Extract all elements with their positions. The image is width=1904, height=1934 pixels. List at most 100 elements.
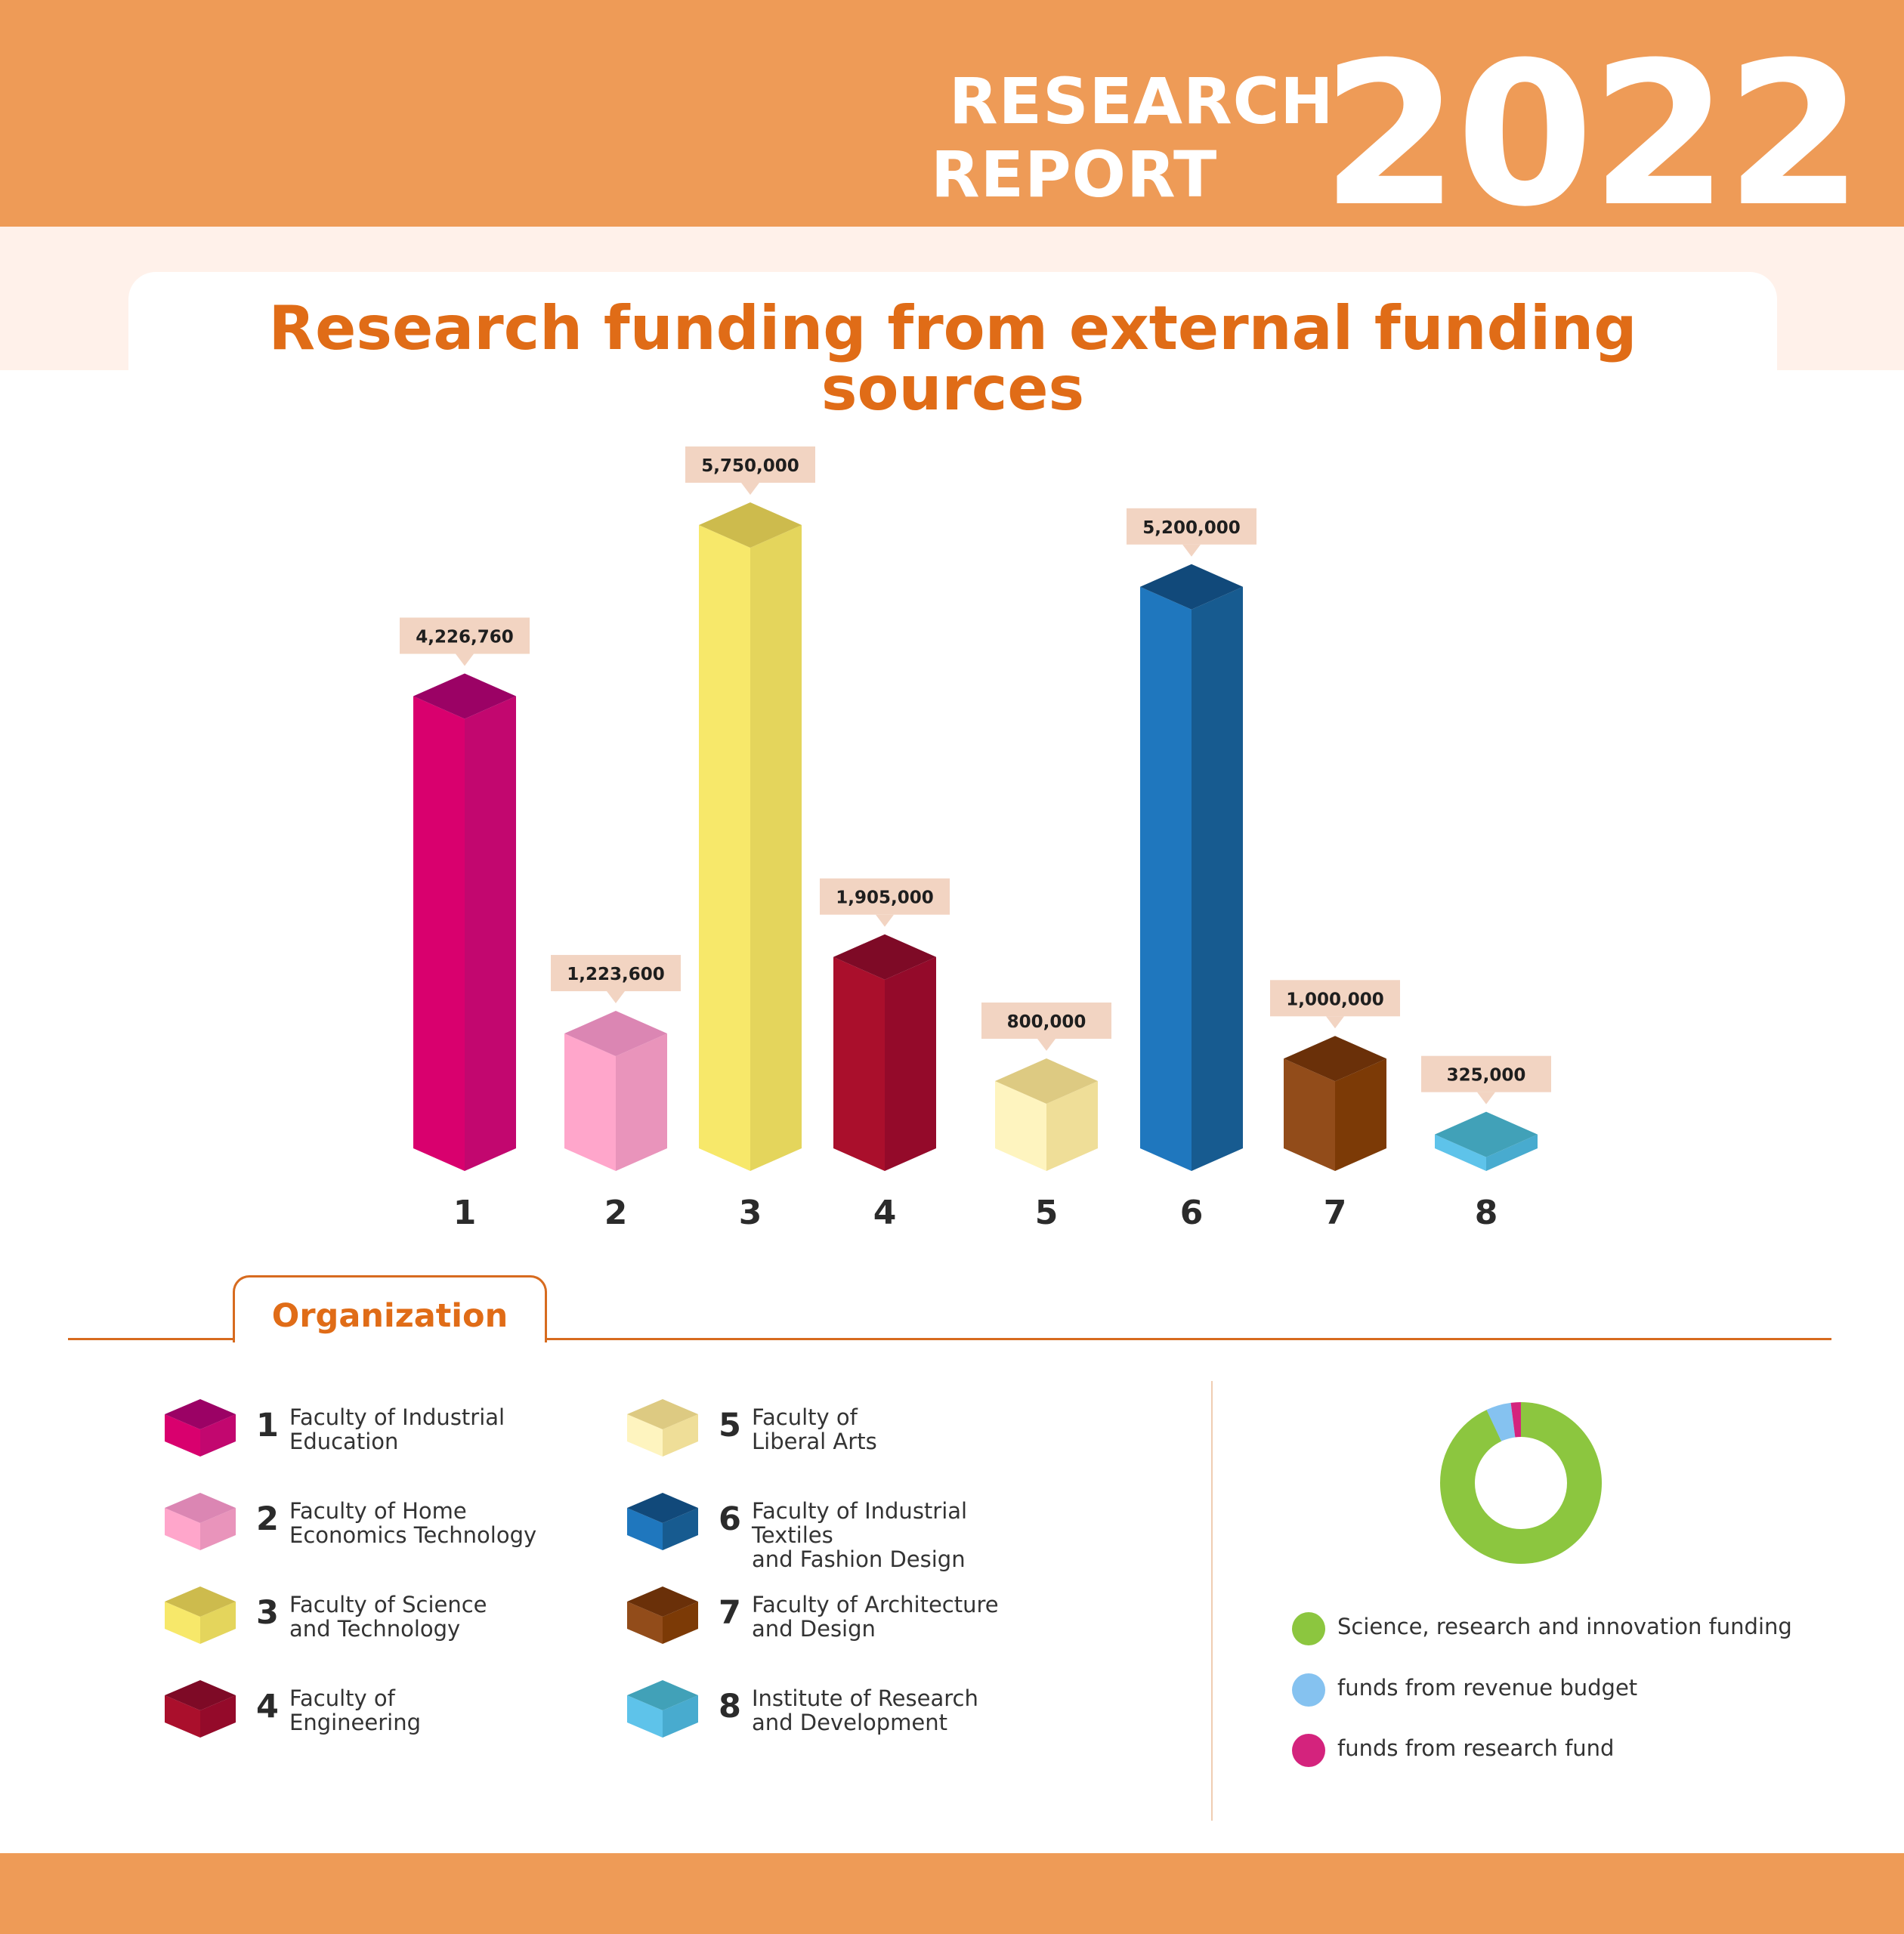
donut-legend-item: funds from research fund: [1292, 1733, 1821, 1768]
legend-number: 7: [719, 1594, 741, 1632]
value-callout-pointer: [741, 483, 759, 495]
legend-dot-icon: [1292, 1673, 1325, 1707]
legend-item-2: 2 Faculty of Home Economics Technology: [162, 1491, 586, 1559]
value-callout-pointer: [1326, 1016, 1344, 1029]
x-tick-label: 3: [739, 1194, 762, 1232]
cube-top: [165, 1399, 236, 1429]
cube-top: [627, 1680, 698, 1710]
cube-front: [165, 1695, 200, 1738]
organization-divider: [68, 1338, 1831, 1340]
donut-chart: [1440, 1402, 1602, 1564]
legend-number: 4: [256, 1688, 279, 1725]
bar-top-face: [995, 1058, 1098, 1104]
bar-2: [564, 1011, 667, 1171]
legend-label: Faculty of Industrial Textiles and Fashi…: [752, 1498, 968, 1572]
donut-slice: [1440, 1402, 1602, 1564]
footer-band: [0, 1853, 1904, 1934]
x-tick-label: 1: [453, 1194, 477, 1232]
cube-side: [200, 1414, 236, 1457]
value-callout-pointer: [456, 653, 474, 666]
bar-side-face: [1486, 1134, 1538, 1171]
legend-item-8: 8 Institute of Research and Development: [625, 1679, 1048, 1747]
bar-front-face: [1435, 1134, 1486, 1171]
cube-front: [627, 1602, 663, 1644]
legend-label: Faculty of Engineering: [289, 1685, 421, 1735]
bar-7: [1284, 1036, 1386, 1171]
bar-top-face: [1140, 564, 1243, 610]
bar-top-face: [1435, 1111, 1538, 1157]
legend-label: Faculty of Science and Technology: [289, 1592, 487, 1642]
value-callout: [1421, 1055, 1551, 1092]
cube-side: [200, 1695, 236, 1738]
legend-item-3: 3 Faculty of Science and Technology: [162, 1585, 586, 1653]
x-tick-label: 2: [604, 1194, 628, 1232]
bar-front-face: [564, 1033, 616, 1171]
value-callout-pointer: [607, 991, 625, 1004]
legend-dot-icon: [1292, 1612, 1325, 1645]
bar-front-face: [699, 525, 750, 1171]
cube-front: [165, 1602, 200, 1644]
cube-top: [627, 1399, 698, 1429]
bar-top-face: [1284, 1036, 1386, 1082]
value-label: 1,905,000: [836, 888, 934, 908]
value-callout: [551, 955, 681, 992]
value-callout-pointer: [1037, 1039, 1056, 1052]
legend-label: Faculty of Architecture and Design: [752, 1592, 999, 1642]
bar-side-face: [616, 1033, 667, 1171]
x-tick-label: 6: [1180, 1194, 1204, 1232]
legend-number: 2: [256, 1500, 279, 1538]
cube-side: [663, 1695, 698, 1738]
value-callout: [400, 617, 530, 654]
value-label: 1,000,000: [1286, 990, 1384, 1009]
value-callout-pointer: [1477, 1092, 1495, 1104]
bar-chart: 4,226,760 1 1,223,600 2 5,750,000 3 1,905,000 4…: [400, 446, 1551, 1232]
value-callout: [981, 1003, 1111, 1040]
legend-number: 5: [719, 1407, 741, 1444]
bar-side-face: [1335, 1058, 1386, 1171]
cube-side: [200, 1602, 236, 1644]
legend-cube-icon: [165, 1586, 236, 1644]
bar-1: [413, 673, 516, 1171]
donut-legend-item: funds from revenue budget: [1292, 1673, 1821, 1707]
legend-item-1: 1 Faculty of Industrial Education: [162, 1398, 586, 1466]
legend-item-4: 4 Faculty of Engineering: [162, 1679, 586, 1747]
bar-side-face: [885, 956, 936, 1171]
bar-5: [995, 1058, 1098, 1171]
value-label: 5,200,000: [1142, 518, 1241, 538]
x-tick-label: 8: [1475, 1194, 1498, 1232]
legend-item-5: 5 Faculty of Liberal Arts: [625, 1398, 1048, 1466]
cube-side: [663, 1414, 698, 1457]
legend-label: Faculty of Home Economics Technology: [289, 1498, 537, 1548]
header-year: 2022: [1321, 20, 1863, 250]
legend-label: Institute of Research and Development: [752, 1685, 978, 1735]
title-card: [128, 272, 1777, 378]
x-tick-label: 7: [1324, 1194, 1347, 1232]
bar-side-face: [465, 696, 516, 1171]
header-report-word: REPORT: [931, 137, 1218, 212]
cube-top: [627, 1586, 698, 1617]
value-callout-pointer: [876, 914, 894, 927]
cube-front: [627, 1695, 663, 1738]
legend-label: Faculty of Industrial Education: [289, 1404, 505, 1454]
cube-top: [165, 1586, 236, 1617]
organization-tab-label: Organization: [271, 1297, 508, 1335]
value-label: 5,750,000: [701, 456, 799, 476]
legend-dot-icon: [1292, 1734, 1325, 1767]
legend-item-6: 6 Faculty of Industrial Textiles and Fash…: [625, 1491, 1048, 1571]
bar-top-face: [413, 673, 516, 719]
donut-legend-label: funds from revenue budget: [1337, 1675, 1638, 1701]
donut-legend-item: Science, research and innovation funding: [1292, 1611, 1821, 1646]
bar-top-face: [699, 502, 802, 548]
bar-side-face: [1192, 586, 1243, 1171]
bar-front-face: [1140, 586, 1192, 1171]
cube-side: [663, 1508, 698, 1550]
bar-3: [699, 502, 802, 1171]
value-callout: [685, 446, 815, 483]
bar-front-face: [413, 696, 465, 1171]
cube-side: [200, 1508, 236, 1550]
chart-title: Research funding from external funding s…: [268, 293, 1637, 424]
cube-side: [663, 1602, 698, 1644]
legend-label: Faculty of Liberal Arts: [752, 1404, 877, 1454]
value-callout-pointer: [1182, 544, 1201, 557]
bar-8: [1435, 1111, 1538, 1171]
